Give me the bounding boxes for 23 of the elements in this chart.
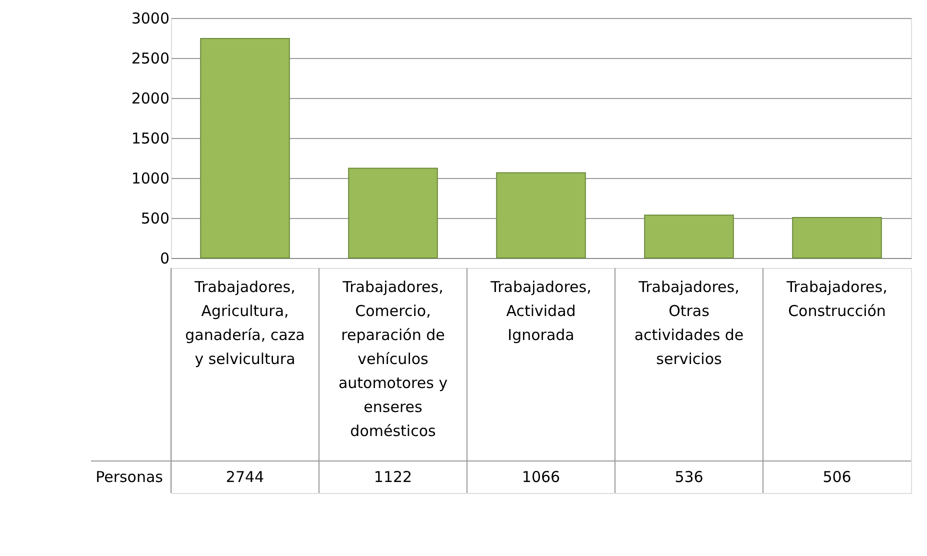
x-tick-label: Trabajadores, Comercio, reparación de vehículos automotores y enseres domésticos — [338, 278, 448, 440]
y-tick-label: 3000 — [131, 10, 170, 28]
data-label: 536 — [674, 468, 704, 486]
y-tick-label: 1000 — [131, 170, 170, 188]
x-tick-label: Trabajadores, Otras actividades de servicios — [634, 278, 744, 368]
y-tick-label: 500 — [140, 210, 170, 228]
bar — [792, 217, 882, 258]
x-tick-label: Trabajadores, Construcción — [786, 278, 888, 320]
data-label: 1066 — [522, 468, 560, 486]
bar — [348, 168, 438, 258]
data-label: 1122 — [374, 468, 412, 486]
y-tick-label: 0 — [160, 250, 170, 268]
y-tick-label: 1500 — [131, 130, 170, 148]
data-label: 506 — [822, 468, 852, 486]
x-tick-label: Trabajadores, Agricultura, ganadería, caza y selvicultura — [185, 278, 305, 368]
y-tick-label: 2000 — [131, 90, 170, 108]
data-label: 2744 — [226, 468, 264, 486]
text: Personas — [96, 468, 164, 486]
y-tick-label: 2500 — [131, 50, 170, 68]
bar — [200, 38, 290, 258]
x-tick-label: Trabajadores, Actividad Ignorada — [490, 278, 592, 344]
bar — [496, 172, 586, 258]
bar — [644, 214, 734, 258]
